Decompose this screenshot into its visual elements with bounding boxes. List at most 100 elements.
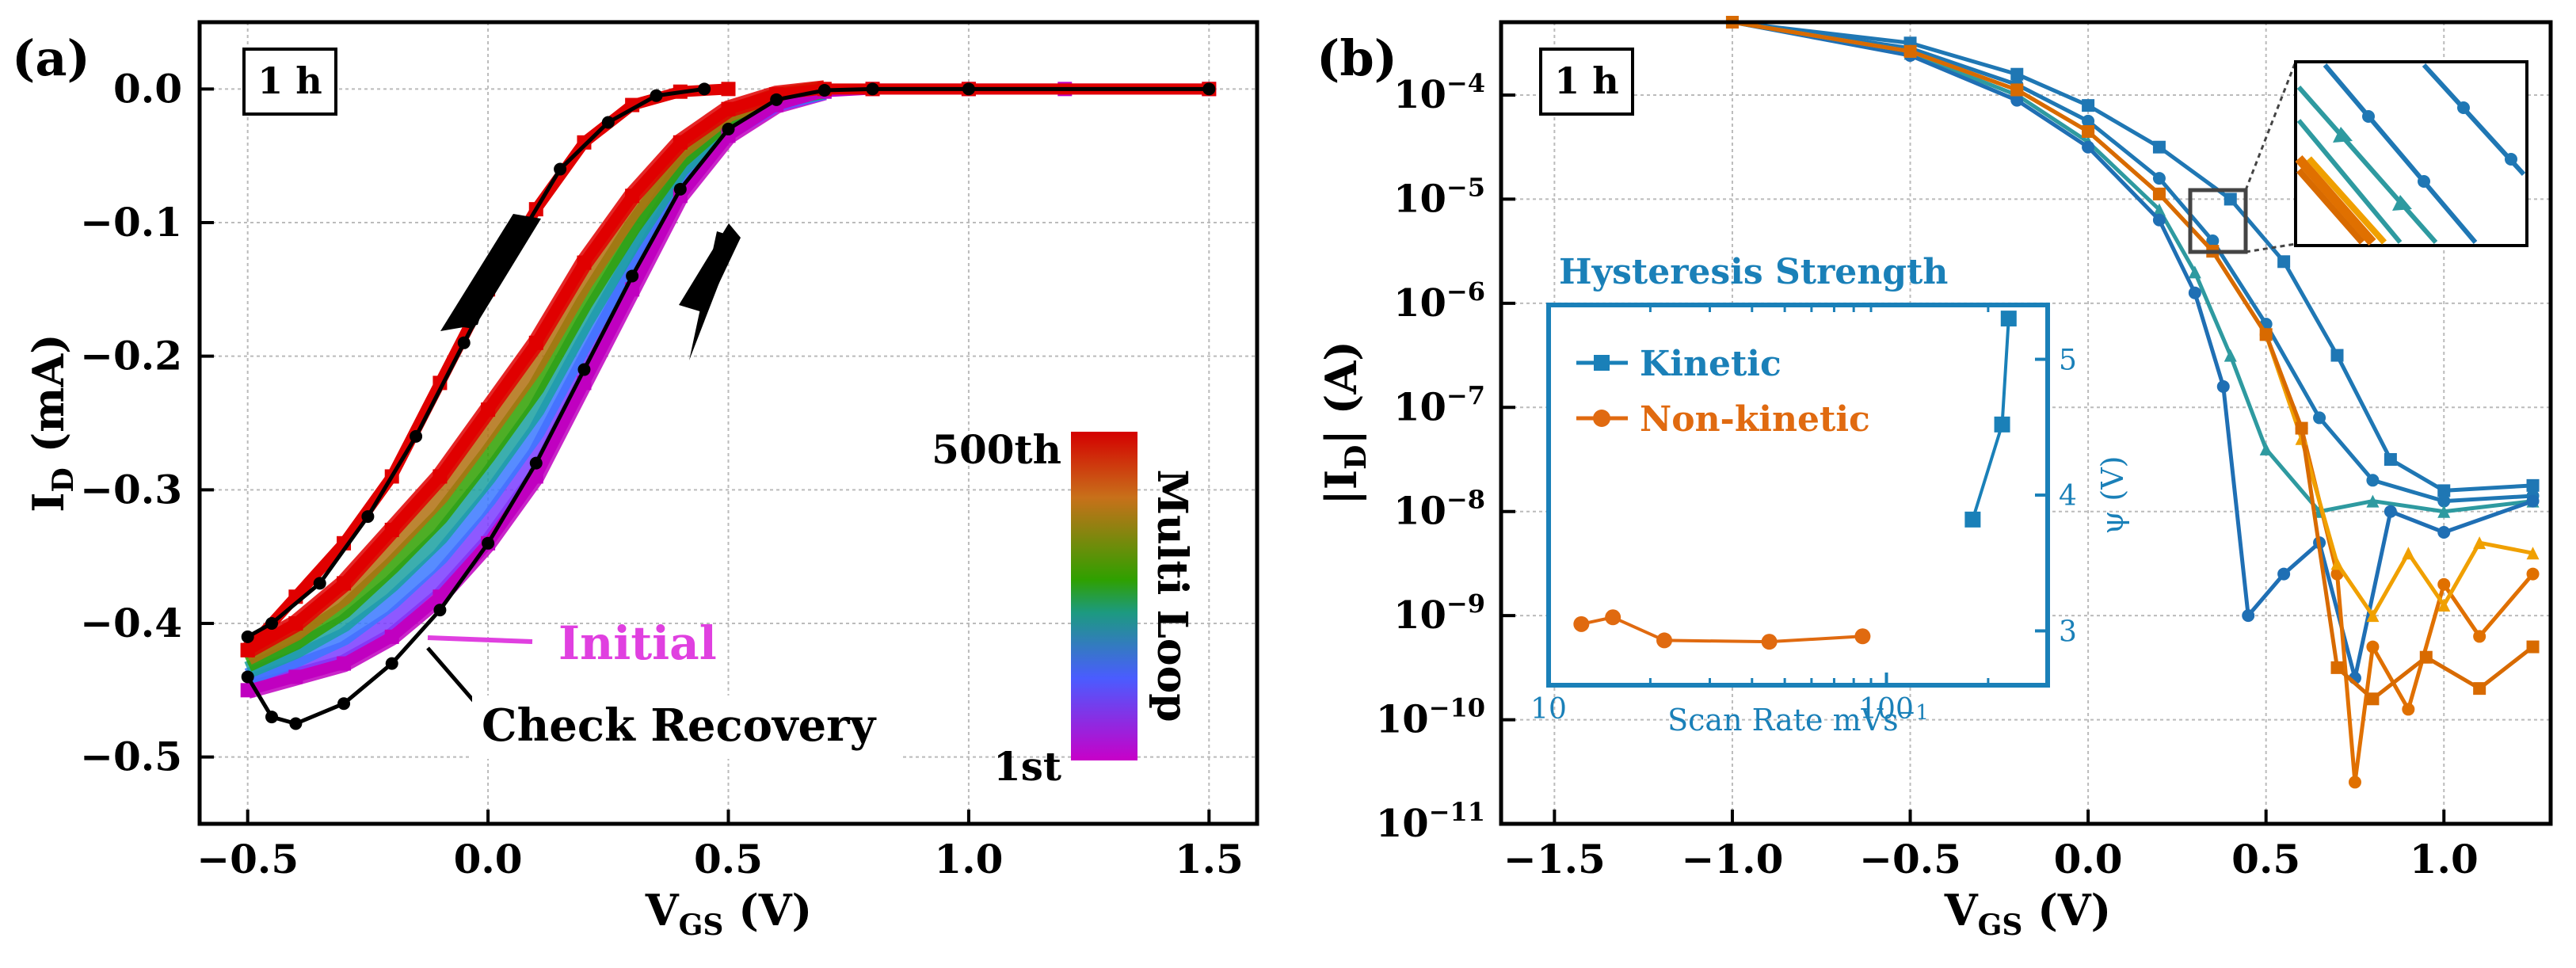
- x-tick-label: −0.5: [1859, 836, 1961, 882]
- data-point: [2526, 478, 2540, 492]
- data-point: [2082, 114, 2095, 128]
- data-point: [650, 89, 663, 102]
- y-tick-label: −0.4: [80, 600, 182, 646]
- panel-a-badge-box: [242, 48, 337, 116]
- data-point: [528, 469, 543, 484]
- inset-x-tick-label: 10: [1530, 693, 1567, 726]
- forward-sweep-arrowhead: [679, 223, 741, 313]
- legend-kinetic-label: Kinetic: [1640, 344, 1781, 384]
- y-tick-label: 10−6: [1393, 276, 1485, 326]
- data-point: [2526, 567, 2540, 581]
- check-recovery-bg: [472, 696, 900, 759]
- data-point: [457, 336, 471, 349]
- inset-data-point: [1656, 632, 1673, 649]
- x-tick-label: 0.5: [2231, 836, 2300, 882]
- data-point: [722, 122, 735, 135]
- data-point: [2259, 328, 2273, 341]
- hysteresis-inset: Hysteresis Strength 10 100 3 4 5 Kinetic Non…: [1530, 252, 2130, 737]
- y-tick-label: −0.5: [80, 734, 182, 780]
- data-point: [2259, 442, 2273, 455]
- colorbar-bottom-label: 1st: [993, 743, 1061, 790]
- data-point: [2366, 640, 2380, 654]
- data-point: [288, 669, 303, 684]
- data-point: [2188, 286, 2201, 299]
- inset-xlabel: Scan Rate mVs−1: [1667, 701, 1929, 737]
- data-point: [241, 670, 254, 684]
- zoom-marker: [2418, 175, 2430, 188]
- data-point: [2437, 577, 2451, 591]
- data-point: [289, 717, 303, 730]
- data-point: [2366, 494, 2380, 508]
- zoom-marker: [2392, 195, 2412, 211]
- panel-a-ticks: −0.5 0.0 0.5 1.0 1.5 0.0 −0.1 −0.2 −0.3 −0.4 −0.5: [80, 65, 1244, 882]
- series-line: [1732, 20, 2533, 514]
- data-point: [2152, 140, 2166, 154]
- data-point: [2010, 67, 2024, 81]
- data-point: [265, 617, 279, 630]
- data-point: [673, 182, 687, 196]
- data-point: [2366, 474, 2380, 487]
- data-point: [2010, 83, 2024, 97]
- panel-a: (a) −0.5 0.0 0.5 1.0 1.50.0−0.1−0.2−0.3−0.4−…: [12, 20, 1259, 942]
- x-tick-label: −1.5: [1503, 836, 1606, 882]
- data-point: [529, 456, 543, 470]
- data-point: [2437, 599, 2451, 612]
- zoom-line-kinetic-2: [2323, 63, 2478, 244]
- x-tick-label: −1.0: [1682, 836, 1784, 882]
- data-point: [601, 116, 615, 129]
- data-point: [2419, 650, 2433, 664]
- data-point: [2526, 640, 2540, 654]
- x-tick-label: 0.0: [454, 836, 523, 882]
- data-point: [288, 616, 303, 631]
- data-point: [2330, 661, 2344, 674]
- zoom-marker: [2505, 153, 2517, 166]
- zoom-line-nonkinetic-2: [2307, 156, 2387, 245]
- data-point: [2082, 99, 2095, 112]
- data-point: [2437, 484, 2451, 497]
- inset-y-tick-label: 3: [2059, 615, 2077, 648]
- data-point: [2206, 234, 2220, 247]
- loop-curve: [243, 81, 826, 665]
- y-tick-label: 10−5: [1393, 172, 1485, 221]
- check-recovery-annotation: Check Recovery: [482, 699, 877, 752]
- check-recovery-pointer: [426, 646, 481, 709]
- zoom-inset: [2294, 60, 2528, 247]
- data-point: [721, 101, 736, 116]
- data-point: [2277, 567, 2291, 581]
- y-tick-label: −0.2: [80, 333, 182, 379]
- data-point: [384, 629, 399, 644]
- data-point: [721, 82, 736, 97]
- panel-a-badge: 1 h: [257, 59, 322, 102]
- x-tick-label: 1.0: [934, 836, 1003, 882]
- zoom-line-kinetic-3: [2296, 86, 2438, 244]
- data-point: [770, 93, 783, 106]
- data-point: [2437, 505, 2451, 518]
- x-tick-label: 0.5: [694, 836, 763, 882]
- inset-data-point: [1573, 615, 1590, 632]
- data-point: [240, 683, 255, 698]
- data-point: [385, 657, 398, 670]
- inset-background: [1549, 305, 2048, 685]
- data-point: [433, 589, 448, 604]
- y-tick-label: 10−7: [1393, 380, 1485, 429]
- data-point: [2224, 192, 2237, 206]
- data-point: [265, 711, 279, 724]
- data-point: [698, 82, 711, 96]
- data-point: [2152, 213, 2166, 227]
- inset-series: [1573, 311, 2017, 650]
- data-point: [2473, 630, 2486, 643]
- panel-b-ylabel: |ID| (A): [1316, 341, 1373, 505]
- data-point: [2313, 411, 2326, 425]
- colorbar-top-label: 500th: [932, 426, 1061, 473]
- data-point: [337, 576, 352, 591]
- data-point: [626, 269, 639, 283]
- panel-b-badge-box: [1539, 48, 1634, 116]
- x-tick-label: 1.5: [1175, 836, 1244, 882]
- zoom-line-nonkinetic-3: [2296, 168, 2365, 245]
- data-point: [577, 363, 591, 376]
- initial-pointer: [427, 635, 533, 644]
- data-point: [361, 510, 375, 524]
- inset-ylabel: ψ (V): [2095, 456, 2130, 535]
- data-point: [313, 577, 326, 590]
- inset-data-point: [1994, 416, 2010, 433]
